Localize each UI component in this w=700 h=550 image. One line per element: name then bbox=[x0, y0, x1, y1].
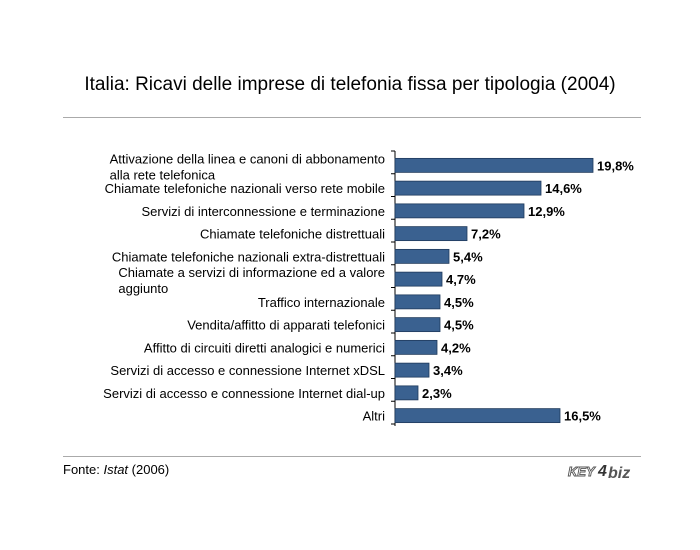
data-label: 14,6% bbox=[545, 181, 582, 196]
bar bbox=[394, 385, 419, 401]
data-label: 3,4% bbox=[433, 363, 463, 378]
category-label: Attivazione della linea e canoni di abbo… bbox=[110, 151, 385, 182]
bar bbox=[394, 180, 542, 196]
logo-key-text: KEY bbox=[568, 464, 596, 479]
category-label: Servizi di accesso e connessione Interne… bbox=[110, 363, 385, 378]
bar bbox=[394, 317, 441, 333]
bar bbox=[394, 339, 438, 355]
data-label: 7,2% bbox=[471, 227, 501, 242]
category-label-line: Chiamate a servizi di informazione ed a … bbox=[118, 265, 385, 280]
category-label: Chiamate telefoniche distrettuali bbox=[200, 227, 385, 242]
category-label: Servizi di interconnessione e terminazio… bbox=[141, 204, 385, 219]
bar bbox=[394, 157, 594, 173]
category-label: Chiamate telefoniche nazionali extra-dis… bbox=[112, 249, 385, 264]
bar bbox=[394, 248, 450, 264]
data-label: 16,5% bbox=[564, 409, 601, 424]
source-note: Fonte: Istat (2006) bbox=[63, 462, 169, 477]
bar bbox=[394, 294, 441, 310]
bottom-divider bbox=[63, 456, 641, 457]
data-label: 4,5% bbox=[444, 318, 474, 333]
category-label: Vendita/affitto di apparati telefonici bbox=[187, 318, 385, 333]
category-label-line: alla rete telefonica bbox=[110, 167, 216, 182]
data-label: 19,8% bbox=[597, 158, 634, 173]
key4biz-logo: KEY 4 biz bbox=[568, 463, 631, 482]
data-label: 5,4% bbox=[453, 249, 483, 264]
category-label: Affitto di circuiti diretti analogici e … bbox=[144, 340, 385, 355]
bar bbox=[394, 408, 561, 424]
top-divider bbox=[63, 117, 641, 118]
category-label: Servizi di accesso e connessione Interne… bbox=[103, 386, 385, 401]
category-label: Chiamate telefoniche nazionali verso ret… bbox=[105, 181, 385, 196]
data-label: 4,5% bbox=[444, 295, 474, 310]
bar bbox=[394, 226, 468, 242]
bar bbox=[394, 362, 430, 378]
bar bbox=[394, 203, 525, 219]
data-label: 4,2% bbox=[441, 340, 471, 355]
category-label: Traffico internazionale bbox=[258, 295, 385, 310]
source-label: Fonte: bbox=[63, 462, 104, 477]
data-label: 2,3% bbox=[422, 386, 452, 401]
logo-biz-text: biz bbox=[608, 465, 630, 482]
category-label-line: Attivazione della linea e canoni di abbo… bbox=[110, 151, 385, 166]
source-year: (2006) bbox=[128, 462, 170, 477]
data-label: 4,7% bbox=[446, 272, 476, 287]
category-label-line: aggiunto bbox=[118, 281, 168, 296]
category-label: Chiamate a servizi di informazione ed a … bbox=[118, 265, 385, 296]
logo-four-text: 4 bbox=[597, 463, 607, 480]
source-name: Istat bbox=[103, 462, 129, 477]
data-label: 12,9% bbox=[528, 204, 565, 219]
bar-chart: 19,8% Attivazione della linea e canoni di… bbox=[103, 150, 634, 426]
bar bbox=[394, 271, 443, 287]
chart-title: Italia: Ricavi delle imprese di telefoni… bbox=[84, 74, 616, 95]
category-label: Altri bbox=[363, 409, 386, 424]
